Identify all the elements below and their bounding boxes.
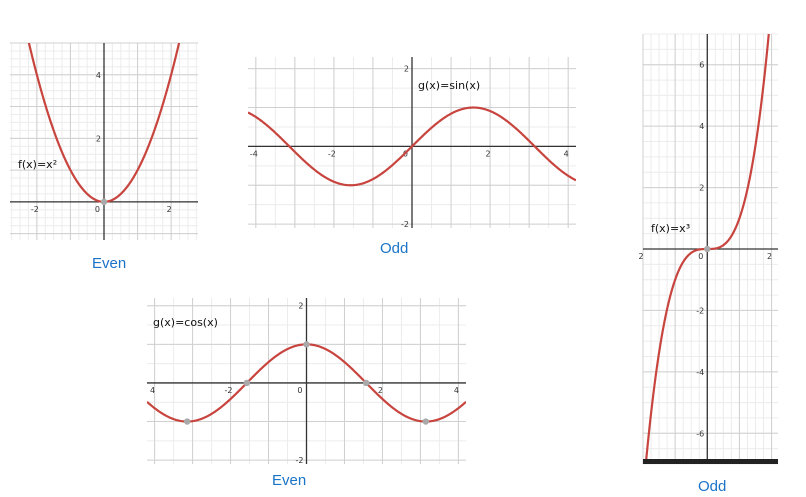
y-tick-label: -2 [696, 306, 704, 315]
x-tick-label: 4 [454, 386, 459, 395]
x-tick-label: 2 [638, 252, 643, 261]
y-tick-label: -6 [696, 429, 704, 438]
chart-x-squared: -2 0 2 2 4 f(x)=x² [10, 42, 198, 240]
x-tick-label: 0 [297, 386, 302, 395]
x-tick-label: 2 [378, 386, 383, 395]
data-point [243, 379, 251, 387]
data-point [704, 245, 711, 253]
function-label: f(x)=x³ [651, 222, 690, 235]
chart-x-squared-svg: -2 0 2 2 4 f(x)=x² [10, 42, 198, 240]
data-point [362, 379, 370, 387]
chart-sine: -4 -2 0 2 4 -2 2 g(x)=sin(x) [248, 57, 576, 229]
y-tick-label: 2 [699, 184, 704, 193]
chart-sine-svg: -4 -2 0 2 4-22g(x)=sin(x) [248, 57, 576, 229]
chart-x-cubed-svg: 2 0 2 -6 -4 -2 2 4 6 f(x)=x³ [638, 33, 778, 465]
y-tick-label: -2 [401, 220, 409, 229]
series-line [644, 34, 770, 464]
function-label: g(x)=sin(x) [418, 79, 480, 92]
caption-odd-sine: Odd [380, 240, 409, 257]
series-line [248, 106, 576, 187]
chart-cosine: 4 -2 0 2 4 -2 2 g(x)=cos(x) [147, 298, 466, 465]
bottom-bar [643, 459, 778, 464]
data-point [422, 418, 430, 425]
x-tick-label: -2 [328, 149, 336, 158]
caption-even-x-squared: Even [92, 255, 127, 272]
y-tick-label: -4 [696, 368, 704, 377]
x-tick-label: 0 [95, 205, 100, 214]
function-label: f(x)=x² [18, 158, 57, 171]
data-point [183, 418, 191, 425]
data-point [100, 198, 108, 206]
y-tick-label: 6 [699, 61, 704, 70]
y-tick-label: -2 [296, 456, 304, 465]
chart-x-cubed: 2 0 2 -6 -4 -2 2 4 6 f(x)=x³ [638, 33, 778, 465]
y-tick-label: 2 [96, 134, 101, 143]
x-tick-label: 2 [167, 205, 172, 214]
x-tick-label: 2 [767, 252, 772, 261]
y-tick-label: 4 [96, 71, 101, 80]
x-tick-label: -4 [250, 149, 258, 158]
x-tick-label: 0 [698, 252, 703, 261]
y-tick-label: 2 [404, 65, 409, 74]
chart-cosine-svg: 4 -2 0 2 4 -2 2 g(x)=cos(x) [147, 298, 466, 465]
x-tick-label: -2 [31, 205, 39, 214]
y-tick-label: 4 [699, 122, 704, 131]
x-tick-label: 4 [564, 149, 569, 158]
x-tick-label: -2 [225, 386, 233, 395]
function-label: g(x)=cos(x) [153, 316, 218, 329]
x-tick-label: 4 [150, 386, 155, 395]
caption-odd-x-cubed: Odd [698, 478, 727, 495]
data-point [303, 341, 310, 348]
y-tick-label: 2 [298, 302, 303, 311]
caption-even-cosine: Even [272, 472, 307, 489]
x-tick-label: 2 [486, 149, 491, 158]
